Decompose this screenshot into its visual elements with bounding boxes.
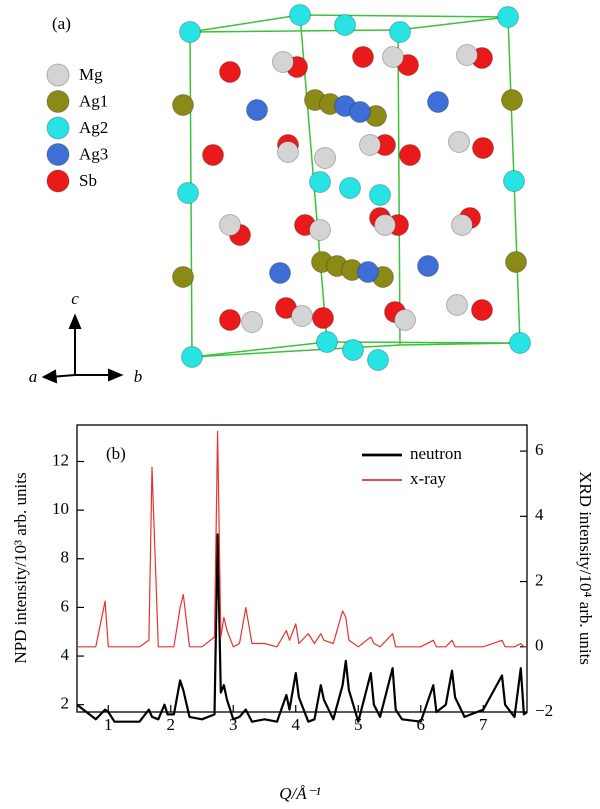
atom (368, 350, 389, 371)
atom (203, 145, 224, 166)
atom (473, 138, 494, 159)
atom (400, 145, 421, 166)
y2-axis-title: XRD intensity/10⁴ arb. units (576, 471, 595, 665)
x-tick-label: 6 (417, 715, 426, 734)
figure: (a) c a b (b) Q/Å⁻¹ NPD intensity/10³ ar… (0, 0, 600, 809)
y-tick-label: 12 (52, 450, 69, 469)
y2-tick-label: 6 (535, 440, 544, 459)
atom (375, 215, 396, 236)
data-line (77, 534, 527, 721)
atom (242, 312, 263, 333)
atom (504, 171, 525, 192)
legend-label: Mg (79, 65, 103, 84)
y-tick-label: 8 (61, 548, 70, 567)
atom (173, 267, 194, 288)
legend-label: Ag2 (79, 118, 108, 137)
atom (510, 333, 531, 354)
legend-atom (47, 144, 69, 166)
plot-frame (77, 425, 527, 712)
legend-label: neutron (410, 444, 462, 463)
y2-tick-label: 4 (535, 505, 544, 524)
x-axis-title: Q/Å⁻¹ (279, 784, 320, 803)
atom (383, 47, 404, 68)
y2-tick-label: 0 (535, 636, 544, 655)
atom (290, 5, 311, 26)
atom (335, 15, 356, 36)
y-tick-label: 4 (61, 645, 70, 664)
atom (452, 215, 473, 236)
atom (220, 310, 241, 331)
atom (360, 135, 381, 156)
atom (498, 7, 519, 28)
legend-atom (47, 64, 69, 86)
atom (273, 52, 294, 73)
atom (390, 22, 411, 43)
atom (313, 308, 334, 329)
atom (502, 90, 523, 111)
atom (353, 47, 374, 68)
legend-atom (47, 91, 69, 113)
cell-edge (400, 343, 520, 345)
atom (220, 62, 241, 83)
x-tick-label: 4 (292, 715, 301, 734)
atom (449, 132, 470, 153)
atom (180, 22, 201, 43)
arrowhead (109, 370, 121, 380)
data-line (77, 432, 527, 647)
x-tick-label: 2 (167, 715, 176, 734)
atom (317, 332, 338, 353)
atom (220, 215, 241, 236)
legend-atom (47, 170, 69, 192)
cell-edge (190, 15, 300, 32)
atom (310, 172, 331, 193)
legend-atom (47, 117, 69, 139)
atom (447, 295, 468, 316)
atom (310, 220, 331, 241)
legend-label: Ag3 (79, 144, 108, 163)
atom (472, 300, 493, 321)
atom (343, 340, 364, 361)
panel-label: (a) (52, 14, 71, 33)
cell-edge (192, 342, 327, 357)
axes-indicator (44, 316, 121, 382)
atom (457, 45, 478, 66)
y-tick-label: 6 (61, 596, 70, 615)
atom (270, 263, 291, 284)
atom (182, 347, 203, 368)
axis-a: a (29, 367, 38, 386)
x-tick-label: 7 (479, 715, 488, 734)
axis-c: c (71, 289, 79, 308)
legend-label: x-ray (410, 469, 446, 488)
atom (370, 185, 391, 206)
atom (173, 95, 194, 116)
atom (395, 310, 416, 331)
atom (278, 142, 299, 163)
atom (418, 256, 439, 277)
axis-b: b (134, 367, 143, 386)
atom (340, 178, 361, 199)
arrowhead (70, 316, 80, 328)
y2-tick-label: 2 (535, 570, 544, 589)
arrowhead (44, 371, 56, 382)
legend-label: Sb (79, 171, 97, 190)
atom (315, 148, 336, 169)
panel-label: (b) (106, 444, 126, 463)
atom (506, 252, 527, 273)
atom (247, 100, 268, 121)
atom (428, 92, 449, 113)
legend-label: Ag1 (79, 91, 108, 110)
y2-tick-label: −2 (535, 701, 553, 720)
y-tick-label: 10 (52, 499, 69, 518)
atom (178, 183, 199, 204)
atom (292, 306, 313, 327)
y-tick-label: 2 (61, 694, 70, 713)
atom (350, 102, 371, 123)
y-axis-title: NPD intensity/10³ arb. units (11, 472, 30, 663)
cell-edge (398, 17, 508, 30)
atom (358, 262, 379, 283)
